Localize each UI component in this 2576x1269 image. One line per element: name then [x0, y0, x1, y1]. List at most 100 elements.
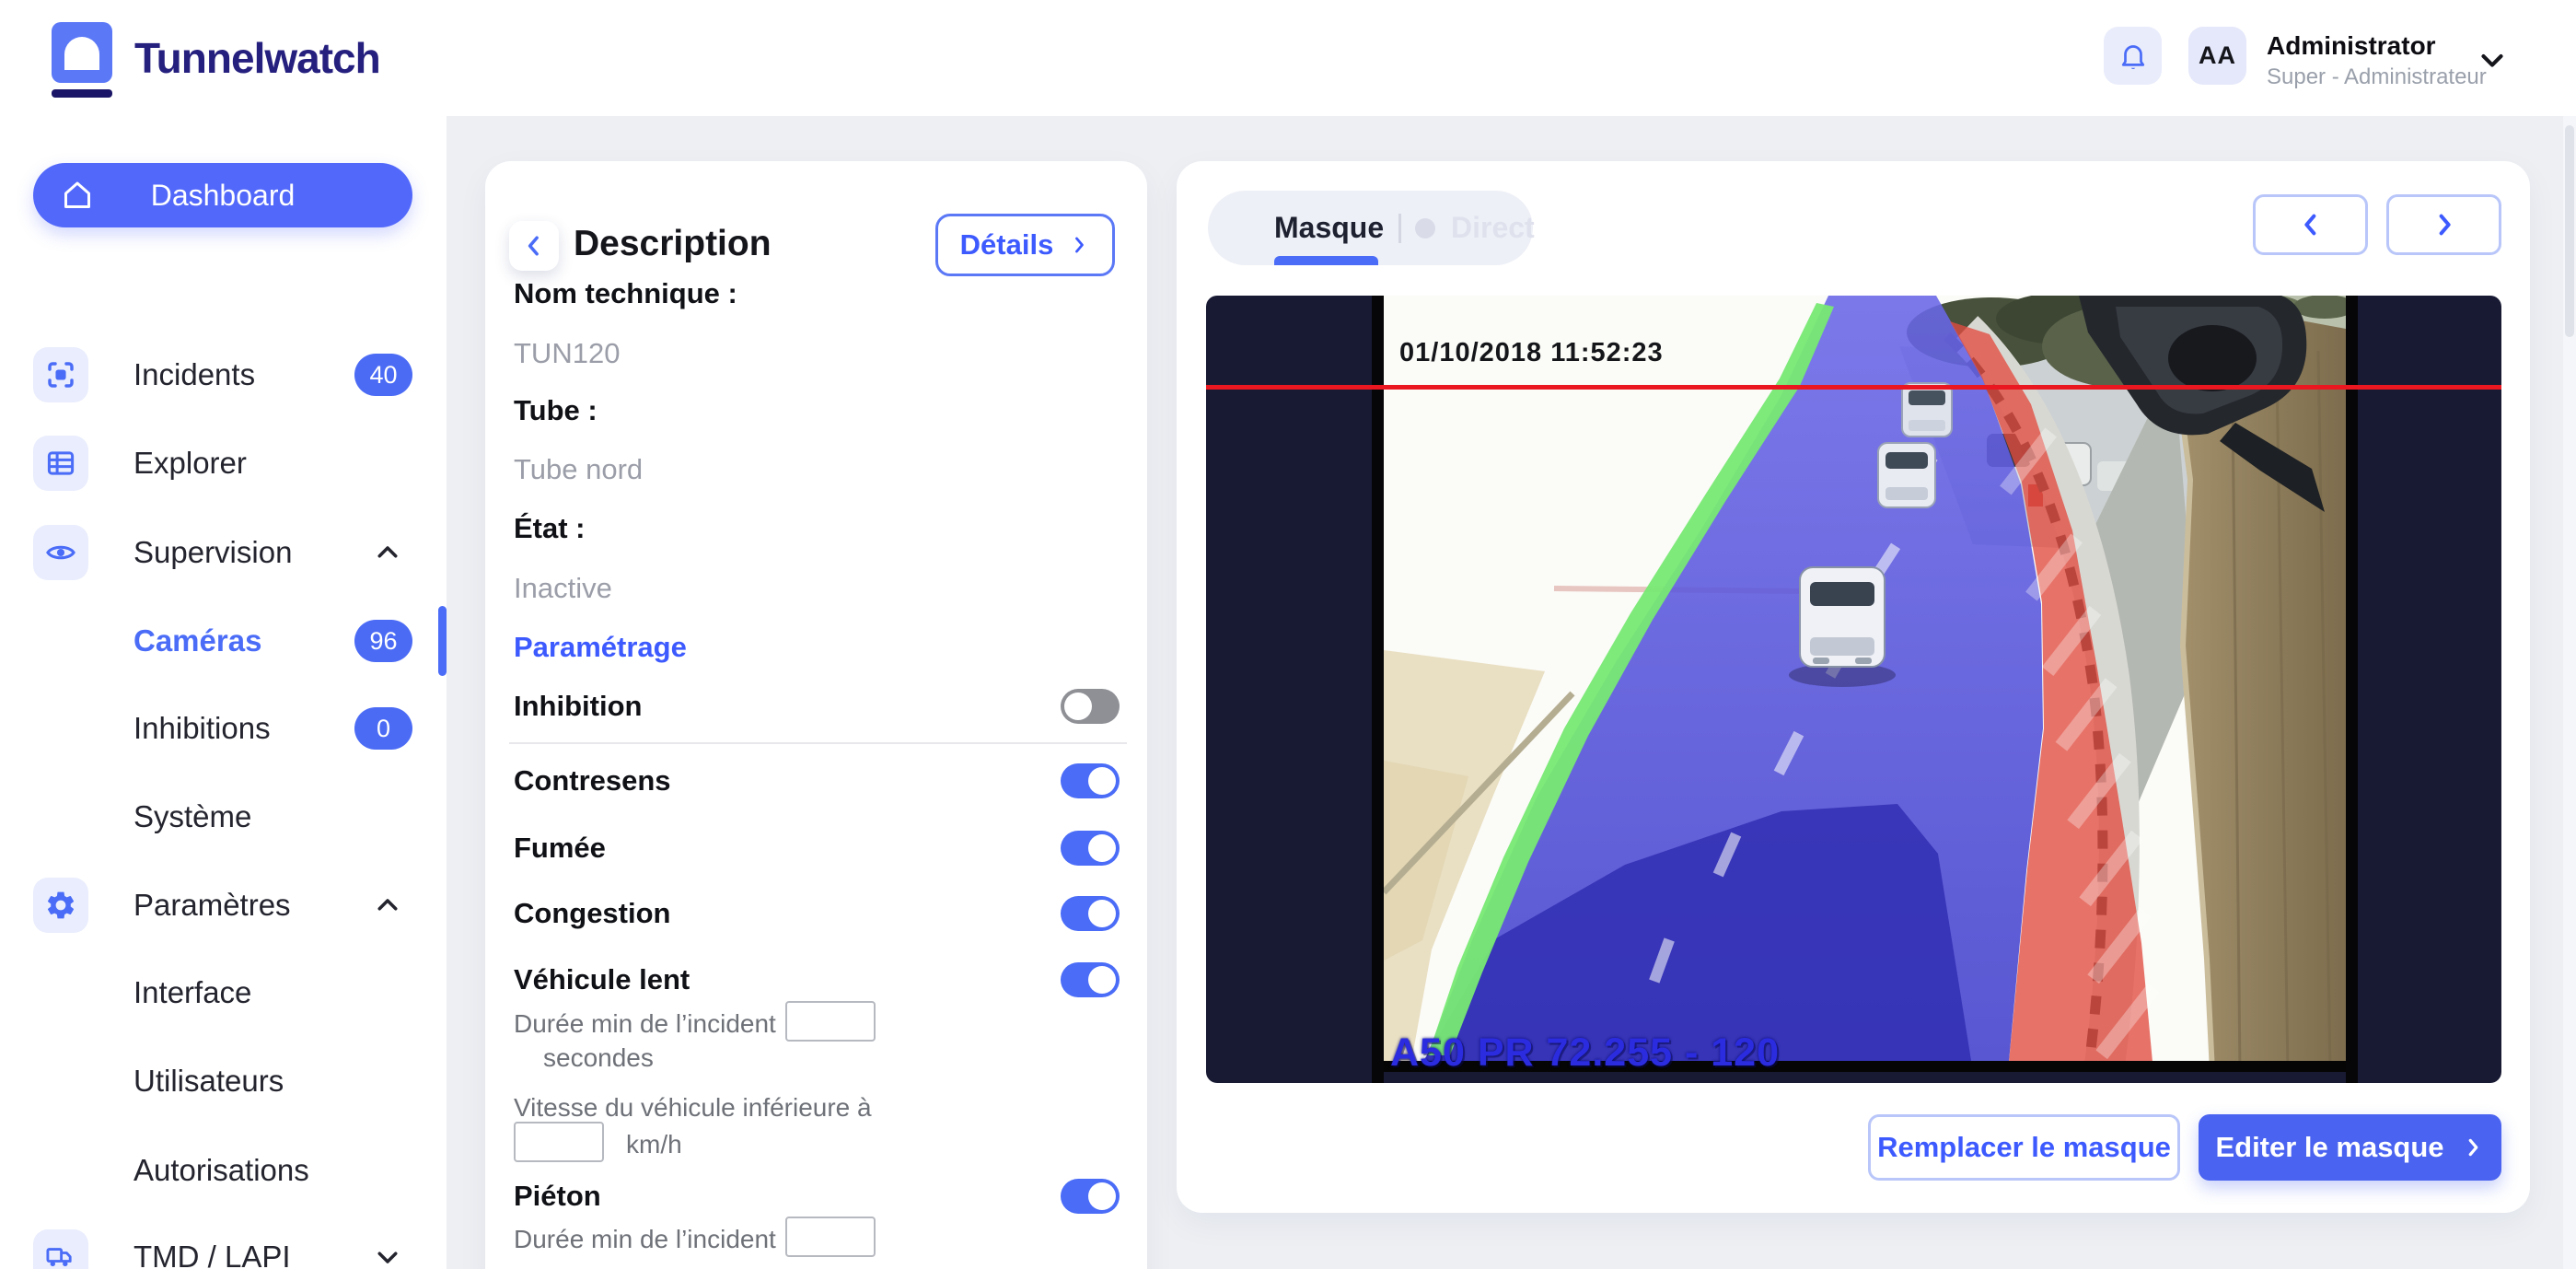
- sidebar-item-autorisations[interactable]: Autorisations: [0, 1143, 447, 1198]
- duree-min-label: Durée min de l’incident :: [514, 1009, 791, 1038]
- replace-mask-button[interactable]: Remplacer le masque: [1868, 1114, 2180, 1181]
- eye-icon: [46, 545, 75, 560]
- etat-value: Inactive: [514, 572, 612, 604]
- camera-footage: [1384, 296, 2346, 1072]
- description-panel: Description Détails Nom technique : TUN1…: [485, 161, 1147, 1269]
- pieton-duree-label: Durée min de l’incident :: [514, 1225, 791, 1253]
- duree-min-input[interactable]: [785, 1001, 876, 1042]
- chevron-left-icon: [528, 236, 539, 256]
- sidebar-item-tmd-lapi[interactable]: TMD / LAPI: [0, 1229, 447, 1269]
- live-dot-icon: [1415, 218, 1435, 239]
- details-label: Détails: [959, 228, 1054, 261]
- tube-label: Tube :: [514, 394, 598, 426]
- sidebar-label: Système: [133, 799, 252, 833]
- footage-timestamp: 01/10/2018 11:52:23: [1399, 338, 1664, 367]
- sidebar-item-dashboard[interactable]: Dashboard: [33, 163, 412, 227]
- sidebar: Dashboard Incidents 40 Explorer Supervis…: [0, 116, 447, 1269]
- camera-image: 01/10/2018 11:52:23 A50 PR 72.255 - 120: [1206, 296, 2501, 1083]
- scrollbar-thumb[interactable]: [2565, 125, 2574, 337]
- mask-shoulder-red: [1950, 321, 2153, 1072]
- inhibition-toggle[interactable]: [1061, 689, 1120, 724]
- truck-icon: [46, 1248, 72, 1267]
- chevron-down-icon: [377, 1252, 398, 1263]
- pieton-duree-input[interactable]: [785, 1217, 876, 1257]
- sidebar-item-explorer[interactable]: Explorer: [0, 436, 447, 491]
- sidebar-label: Incidents: [133, 357, 256, 391]
- tab-separator: [1398, 214, 1401, 243]
- sidebar-item-inhibitions[interactable]: Inhibitions 0: [0, 701, 447, 756]
- sidebar-label: Utilisateurs: [133, 1064, 284, 1098]
- vitesse-label: Vitesse du véhicule inférieure à: [514, 1093, 872, 1122]
- avatar-initials: AA: [2199, 41, 2236, 69]
- fumee-toggle[interactable]: [1061, 831, 1120, 866]
- notifications-button[interactable]: [2104, 27, 2162, 85]
- sidebar-item-parametres[interactable]: Paramètres: [0, 878, 447, 933]
- active-item-indicator: [438, 606, 447, 676]
- footage-caption: A50 PR 72.255 - 120: [1390, 1030, 1780, 1075]
- vehicule-lent-label: Véhicule lent: [514, 963, 690, 995]
- detection-red-line: [1206, 385, 2501, 390]
- section-divider: [509, 742, 1127, 744]
- footage-left-edge: [1372, 296, 1384, 1083]
- edit-mask-button[interactable]: Editer le masque: [2199, 1114, 2501, 1181]
- previous-camera-button[interactable]: [2253, 194, 2368, 255]
- fumee-label: Fumée: [514, 832, 606, 864]
- nom-technique-value: TUN120: [514, 337, 621, 369]
- user-avatar[interactable]: AA: [2188, 27, 2246, 85]
- vitesse-input[interactable]: [514, 1122, 604, 1162]
- scan-icon: [48, 362, 74, 388]
- mask-roadway-shadow: [1417, 804, 1973, 1072]
- vehicule-lent-toggle[interactable]: [1061, 962, 1120, 997]
- contresens-toggle[interactable]: [1061, 763, 1120, 798]
- tab-masque[interactable]: Masque: [1274, 211, 1385, 244]
- sidebar-item-incidents[interactable]: Incidents 40: [0, 347, 447, 402]
- user-menu-button[interactable]: [2475, 42, 2510, 82]
- sidebar-label: Paramètres: [133, 888, 291, 922]
- sidebar-item-utilisateurs[interactable]: Utilisateurs: [0, 1054, 447, 1109]
- vehicle: [1799, 566, 1886, 668]
- chevron-right-icon: [2439, 214, 2451, 236]
- home-icon: [64, 181, 90, 208]
- details-button[interactable]: Détails: [935, 214, 1115, 276]
- user-role: Super - Administrateur: [2267, 64, 2487, 89]
- mask-verge-green: [1428, 303, 1834, 1055]
- page-scrollbar[interactable]: [2563, 116, 2576, 1269]
- sidebar-label: Autorisations: [133, 1153, 309, 1187]
- parametrage-link[interactable]: Paramétrage: [514, 631, 687, 663]
- tunnelwatch-logo-icon: [52, 22, 112, 83]
- sidebar-item-interface[interactable]: Interface: [0, 965, 447, 1020]
- sidebar-item-cameras[interactable]: Caméras 96: [0, 613, 447, 669]
- chevron-right-icon: [1075, 237, 1085, 253]
- nom-technique-label: Nom technique :: [514, 277, 737, 309]
- user-name: Administrator: [2267, 31, 2436, 60]
- sidebar-item-supervision[interactable]: Supervision: [0, 525, 447, 580]
- pieton-toggle[interactable]: [1061, 1179, 1120, 1214]
- chevron-down-icon: [2481, 53, 2503, 67]
- tab-active-indicator: [1274, 256, 1378, 265]
- dashboard-label: Dashboard: [150, 178, 296, 212]
- inhibitions-count-badge: 0: [354, 707, 412, 750]
- panel-title: Description: [574, 224, 772, 263]
- inhibition-label: Inhibition: [514, 690, 643, 722]
- back-button[interactable]: [509, 221, 559, 271]
- secondes-label: secondes: [543, 1043, 654, 1072]
- sidebar-item-systeme[interactable]: Système: [0, 789, 447, 844]
- chevron-right-icon: [2468, 1138, 2477, 1157]
- chevron-up-icon: [377, 899, 398, 911]
- congestion-toggle[interactable]: [1061, 896, 1120, 931]
- tab-direct[interactable]: Direct: [1451, 211, 1535, 244]
- sidebar-label: TMD / LAPI: [133, 1240, 291, 1269]
- tube-value: Tube nord: [514, 453, 644, 485]
- chevron-left-icon: [2303, 214, 2315, 236]
- replace-mask-label: Remplacer le masque: [1877, 1131, 2171, 1163]
- sidebar-label: Supervision: [133, 535, 293, 569]
- edit-mask-label: Editer le masque: [2215, 1131, 2444, 1163]
- sidebar-label-active: Caméras: [133, 623, 262, 658]
- view-tabs: Masque Direct: [1208, 191, 1535, 265]
- table-icon: [47, 451, 75, 475]
- gear-icon: [47, 891, 75, 919]
- camera-panel: Masque Direct: [1177, 161, 2530, 1213]
- next-camera-button[interactable]: [2386, 194, 2501, 255]
- tunnelwatch-logo-underline: [52, 89, 112, 98]
- congestion-label: Congestion: [514, 897, 671, 929]
